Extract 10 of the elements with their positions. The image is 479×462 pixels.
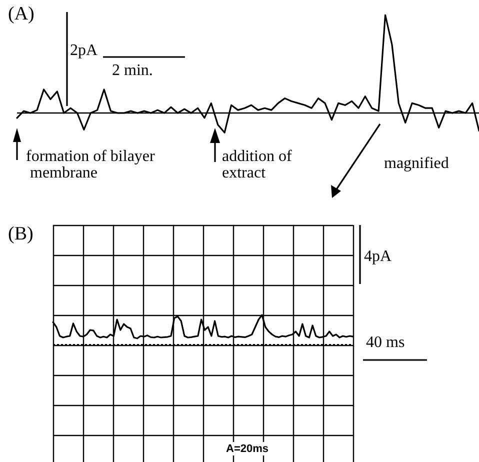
- text: magnified: [384, 154, 449, 172]
- annotation: 2pA: [70, 42, 98, 59]
- text: 4pA: [364, 248, 392, 265]
- text: A=20ms: [226, 442, 269, 455]
- annotation: (A): [8, 3, 34, 24]
- annotation: 2 min.: [112, 62, 153, 79]
- text: formation of bilayer membrane: [26, 148, 156, 182]
- text: (B): [8, 223, 34, 244]
- text: 40 ms: [366, 334, 405, 351]
- text: addition of extract: [222, 148, 296, 182]
